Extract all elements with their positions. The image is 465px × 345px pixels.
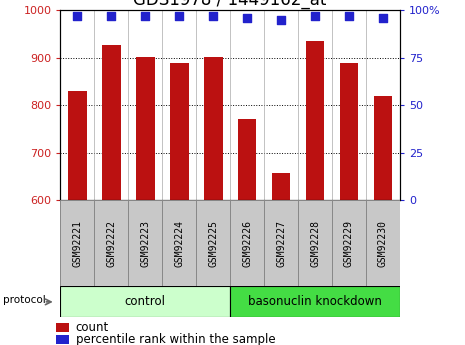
Point bbox=[73, 13, 81, 19]
Text: control: control bbox=[125, 295, 166, 308]
Bar bbox=[56, 335, 69, 344]
Point bbox=[107, 13, 115, 19]
Point bbox=[312, 13, 319, 19]
Bar bbox=[60, 200, 94, 286]
Bar bbox=[204, 57, 223, 200]
Text: percentile rank within the sample: percentile rank within the sample bbox=[76, 333, 275, 345]
Bar bbox=[196, 200, 230, 286]
Bar bbox=[366, 200, 400, 286]
Text: GSM92227: GSM92227 bbox=[276, 220, 286, 267]
Title: GDS1978 / 1449162_at: GDS1978 / 1449162_at bbox=[133, 0, 327, 9]
Bar bbox=[60, 286, 230, 317]
Text: GSM92229: GSM92229 bbox=[344, 220, 354, 267]
Point bbox=[244, 15, 251, 21]
Point bbox=[209, 13, 217, 19]
Text: GSM92228: GSM92228 bbox=[310, 220, 320, 267]
Point bbox=[176, 13, 183, 19]
Point bbox=[277, 17, 285, 22]
Point bbox=[141, 13, 149, 19]
Bar bbox=[264, 200, 298, 286]
Bar bbox=[238, 119, 257, 200]
Point bbox=[379, 15, 387, 21]
Text: count: count bbox=[76, 321, 109, 334]
Bar bbox=[170, 62, 189, 200]
Text: GSM92226: GSM92226 bbox=[242, 220, 252, 267]
Bar bbox=[298, 200, 332, 286]
Bar bbox=[272, 172, 291, 200]
Text: GSM92225: GSM92225 bbox=[208, 220, 218, 267]
Text: GSM92221: GSM92221 bbox=[73, 220, 82, 267]
Bar bbox=[68, 91, 87, 200]
Text: GSM92230: GSM92230 bbox=[378, 220, 388, 267]
Point bbox=[345, 13, 353, 19]
Bar bbox=[102, 45, 121, 200]
Text: GSM92224: GSM92224 bbox=[174, 220, 184, 267]
Bar bbox=[128, 200, 162, 286]
Text: protocol: protocol bbox=[3, 295, 46, 305]
Bar bbox=[373, 96, 392, 200]
Bar bbox=[94, 200, 128, 286]
Bar bbox=[230, 286, 400, 317]
Bar bbox=[332, 200, 366, 286]
Text: GSM92222: GSM92222 bbox=[106, 220, 116, 267]
Bar bbox=[339, 63, 359, 200]
Bar bbox=[136, 57, 155, 200]
Bar bbox=[162, 200, 196, 286]
Bar bbox=[306, 41, 325, 200]
Text: GSM92223: GSM92223 bbox=[140, 220, 150, 267]
Bar bbox=[56, 323, 69, 332]
Bar bbox=[230, 200, 264, 286]
Text: basonuclin knockdown: basonuclin knockdown bbox=[248, 295, 382, 308]
